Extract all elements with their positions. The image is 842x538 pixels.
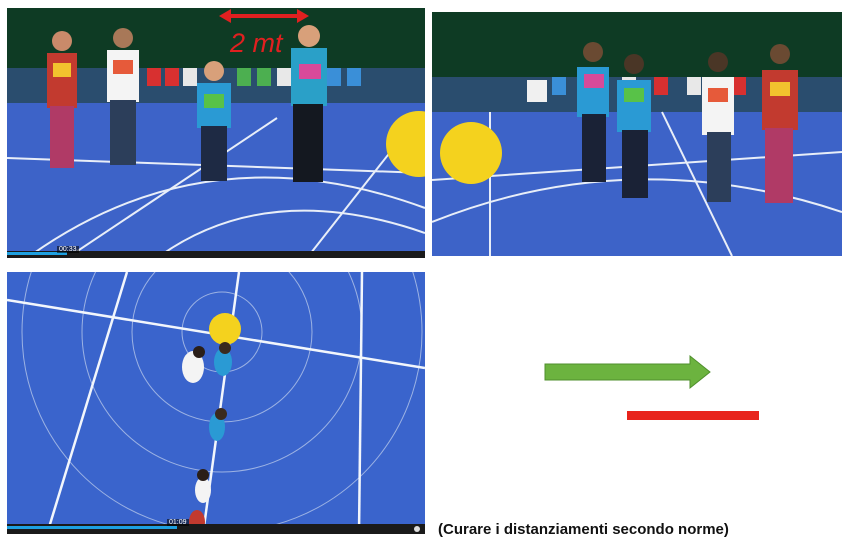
- distance-label: 2 mt: [230, 28, 283, 58]
- video-frame-bottom-left: 01:09: [7, 272, 425, 534]
- video-frame-top-right: [432, 12, 842, 256]
- red-double-arrow-icon: [219, 9, 309, 23]
- caption-text: (Curare i distanziamenti secondo norme): [438, 521, 729, 538]
- video-timestamp: 01:09: [167, 519, 189, 526]
- yellow-ball: [440, 122, 502, 184]
- gym-scene-front-view: [7, 8, 425, 258]
- yellow-ball: [209, 313, 241, 345]
- video-timestamp: 00:33: [57, 246, 79, 253]
- gym-scene-top-view: [7, 272, 425, 534]
- yellow-ball: [386, 111, 425, 177]
- video-frame-top-left: 2 mt 00:33: [7, 8, 425, 258]
- green-arrow-icon: [544, 354, 711, 390]
- video-progress-bar[interactable]: [7, 524, 425, 534]
- gym-scene-rear-view: [432, 12, 842, 256]
- legend-graphics: [544, 354, 759, 420]
- video-progress-bar[interactable]: [7, 251, 425, 258]
- gear-icon[interactable]: [414, 526, 420, 532]
- red-distance-bar-icon: [627, 411, 759, 420]
